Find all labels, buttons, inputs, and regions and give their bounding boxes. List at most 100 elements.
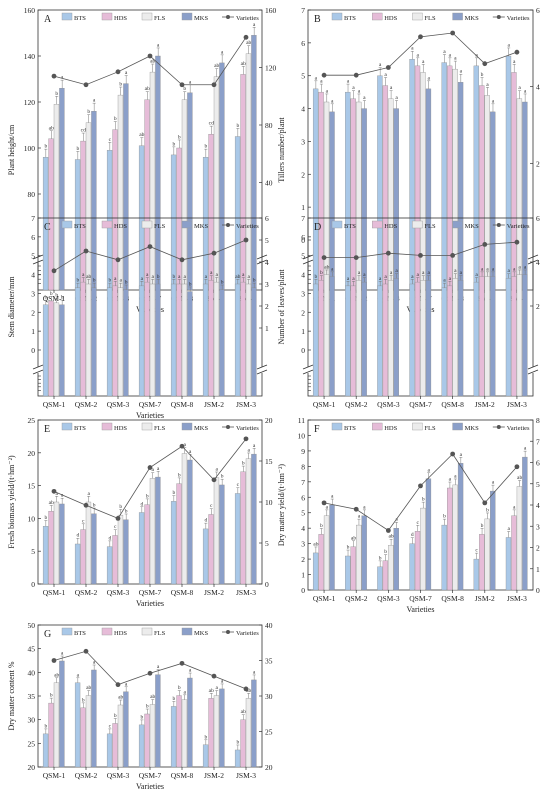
x-tick-label: JSM-2 bbox=[475, 594, 495, 603]
significance-label: a bbox=[93, 659, 96, 665]
significance-label: a bbox=[443, 278, 446, 284]
significance-label: a bbox=[492, 480, 495, 486]
significance-label: b bbox=[172, 141, 175, 147]
significance-label: b bbox=[93, 503, 96, 509]
legend-label: Varieties bbox=[507, 223, 530, 230]
bar-mks-jsm-2 bbox=[490, 111, 496, 291]
y2-tick-label: 2 bbox=[265, 302, 269, 311]
y-tick-label: 20 bbox=[28, 763, 36, 772]
significance-label: a bbox=[247, 274, 250, 280]
significance-label: a bbox=[395, 517, 398, 523]
bar-hds-jsm-3 bbox=[240, 281, 246, 397]
legend-marker-varieties bbox=[226, 15, 230, 19]
y2-tick-label: 35 bbox=[265, 657, 273, 666]
significance-label: b bbox=[481, 523, 484, 529]
significance-label: b bbox=[114, 713, 117, 719]
significance-label: d bbox=[411, 532, 414, 538]
varieties-point bbox=[243, 237, 249, 243]
legend-swatch-fls bbox=[412, 220, 423, 229]
significance-label: d bbox=[76, 533, 79, 539]
x-tick-label: QSM-8 bbox=[441, 594, 464, 603]
significance-label: a bbox=[331, 494, 334, 500]
y-tick-label: 1 bbox=[31, 327, 35, 336]
bar-hds-qsm-2 bbox=[350, 546, 356, 591]
significance-label: ab bbox=[214, 63, 219, 69]
x-tick-label: QSM-8 bbox=[171, 588, 194, 597]
significance-label: ab bbox=[118, 695, 123, 701]
x-tick-label: QSM-1 bbox=[313, 594, 336, 603]
significance-label: a bbox=[151, 467, 154, 473]
significance-label: b bbox=[172, 274, 175, 280]
y-tick-label: 20 bbox=[28, 449, 36, 458]
significance-label: a bbox=[358, 514, 361, 520]
x-tick-label: JSM-3 bbox=[236, 588, 256, 597]
bar-bts-qsm-8 bbox=[441, 524, 447, 591]
significance-label: b bbox=[125, 280, 128, 286]
x-tick-label: QSM-8 bbox=[171, 771, 194, 780]
bar-bts-qsm-2 bbox=[74, 682, 81, 768]
significance-label: ab bbox=[235, 274, 240, 280]
varieties-point bbox=[243, 34, 249, 40]
varieties-point bbox=[353, 255, 359, 260]
significance-label: a bbox=[524, 446, 527, 452]
bar-mks-qsm-1 bbox=[59, 88, 65, 291]
varieties-point bbox=[211, 477, 217, 483]
bar-hds-qsm-7 bbox=[144, 281, 150, 397]
bar-bts-qsm-3 bbox=[106, 546, 113, 585]
legend-label: HDS bbox=[384, 15, 397, 22]
significance-label: a bbox=[189, 449, 192, 455]
varieties-point bbox=[321, 72, 327, 78]
significance-label: b bbox=[125, 508, 128, 514]
y2-tick-label: 5 bbox=[265, 236, 269, 245]
x-tick-label: JSM-2 bbox=[204, 771, 224, 780]
legend-label: FLS bbox=[424, 15, 436, 22]
bar-bts-qsm-7 bbox=[409, 283, 415, 397]
bar-bts-jsm-2 bbox=[473, 65, 479, 291]
bar-hds-qsm-3 bbox=[382, 560, 389, 591]
significance-label: a bbox=[390, 85, 393, 91]
significance-label: a bbox=[486, 266, 489, 272]
significance-label: ab bbox=[388, 534, 393, 540]
y2-tick-label: 2 bbox=[536, 544, 540, 553]
significance-label: ab bbox=[517, 475, 522, 481]
bar-bts-qsm-3 bbox=[377, 566, 383, 591]
bar-hds-qsm-7 bbox=[144, 713, 150, 768]
legend-label: FLS bbox=[154, 630, 166, 637]
significance-label: ab bbox=[241, 709, 246, 715]
significance-label: a bbox=[508, 42, 511, 48]
x-axis-label: Varieties bbox=[407, 605, 435, 614]
significance-label: a bbox=[524, 264, 527, 270]
varieties-point bbox=[418, 253, 423, 258]
bar-hds-qsm-7 bbox=[414, 531, 421, 591]
varieties-point bbox=[450, 30, 456, 36]
varieties-point bbox=[385, 65, 391, 70]
bar-fls-qsm-3 bbox=[388, 545, 394, 591]
significance-label: b bbox=[253, 278, 256, 284]
bar-bts-qsm-1 bbox=[312, 88, 319, 291]
bar-mks-qsm-3 bbox=[393, 528, 399, 591]
y-tick-label: 25 bbox=[28, 416, 36, 425]
legend-label: MKS bbox=[194, 15, 208, 22]
bar-mks-qsm-7 bbox=[425, 88, 432, 291]
significance-label: a bbox=[492, 98, 495, 104]
varieties-point bbox=[83, 648, 89, 654]
y2-tick-label: 10 bbox=[265, 498, 273, 507]
significance-label: b bbox=[50, 693, 53, 699]
significance-label: a bbox=[146, 272, 149, 278]
varieties-point bbox=[179, 443, 185, 449]
legend-label: MKS bbox=[465, 425, 479, 432]
varieties-point bbox=[482, 61, 488, 67]
bar-fls-jsm-3 bbox=[516, 98, 523, 291]
y2-tick-label: 3 bbox=[536, 522, 540, 531]
significance-label: a bbox=[55, 491, 58, 497]
significance-label: ab bbox=[86, 274, 91, 280]
bar-mks-qsm-3 bbox=[123, 691, 129, 768]
significance-label: cd bbox=[81, 128, 86, 134]
varieties-point bbox=[211, 82, 217, 88]
significance-label: a bbox=[417, 52, 420, 58]
bar-fls-qsm-8 bbox=[181, 453, 188, 585]
bar-bts-qsm-3 bbox=[377, 75, 383, 291]
significance-label: a bbox=[189, 79, 192, 85]
legend-label: HDS bbox=[384, 223, 397, 230]
bar-bts-jsm-3 bbox=[234, 493, 241, 585]
